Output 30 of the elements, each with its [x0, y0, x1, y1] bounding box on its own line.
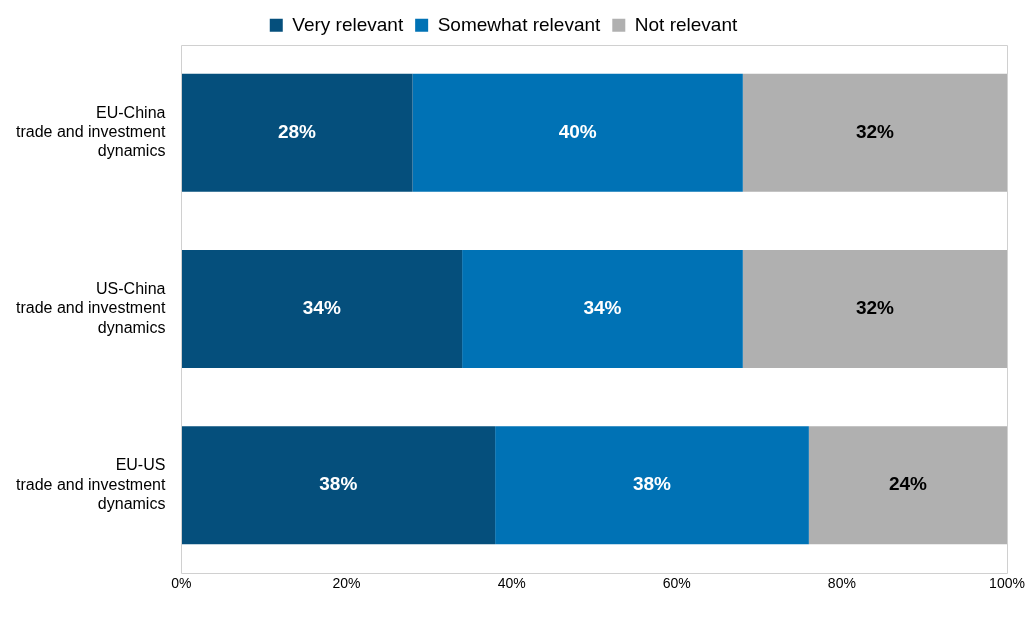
bar	[742, 73, 1007, 192]
bar	[462, 250, 743, 369]
data-label: 32%	[855, 297, 895, 319]
bar	[181, 250, 463, 369]
legend-label: Not relevant	[634, 13, 738, 35]
legend-label: Somewhat relevant	[437, 13, 602, 35]
bar	[742, 250, 1007, 369]
data-label: 40%	[558, 121, 597, 143]
data-label: 34%	[583, 297, 622, 319]
x-tick-label: 0%	[171, 575, 192, 592]
x-tick-label: 60%	[662, 575, 691, 592]
x-tick-label: 40%	[497, 575, 526, 592]
x-tick-label: 20%	[332, 575, 361, 592]
data-label: 32%	[855, 121, 895, 143]
y-tick-label: EU-China trade and investment dynamics	[16, 104, 166, 160]
bar	[181, 73, 413, 192]
bar	[412, 73, 743, 192]
data-label: 28%	[277, 121, 317, 143]
x-tick-label: 80%	[827, 575, 856, 592]
data-label: 34%	[302, 297, 341, 319]
data-label: 24%	[888, 473, 928, 495]
legend-label: Very relevant	[292, 13, 404, 35]
x-tick-label: 100%	[989, 575, 1025, 592]
y-tick-label: US-China trade and investment dynamics	[16, 280, 166, 336]
bar	[181, 426, 496, 545]
y-tick-label: EU-US trade and investment dynamics	[16, 456, 166, 512]
data-label: 38%	[632, 473, 672, 495]
bar	[808, 426, 1007, 545]
bar	[495, 426, 809, 545]
data-label: 38%	[319, 473, 358, 495]
